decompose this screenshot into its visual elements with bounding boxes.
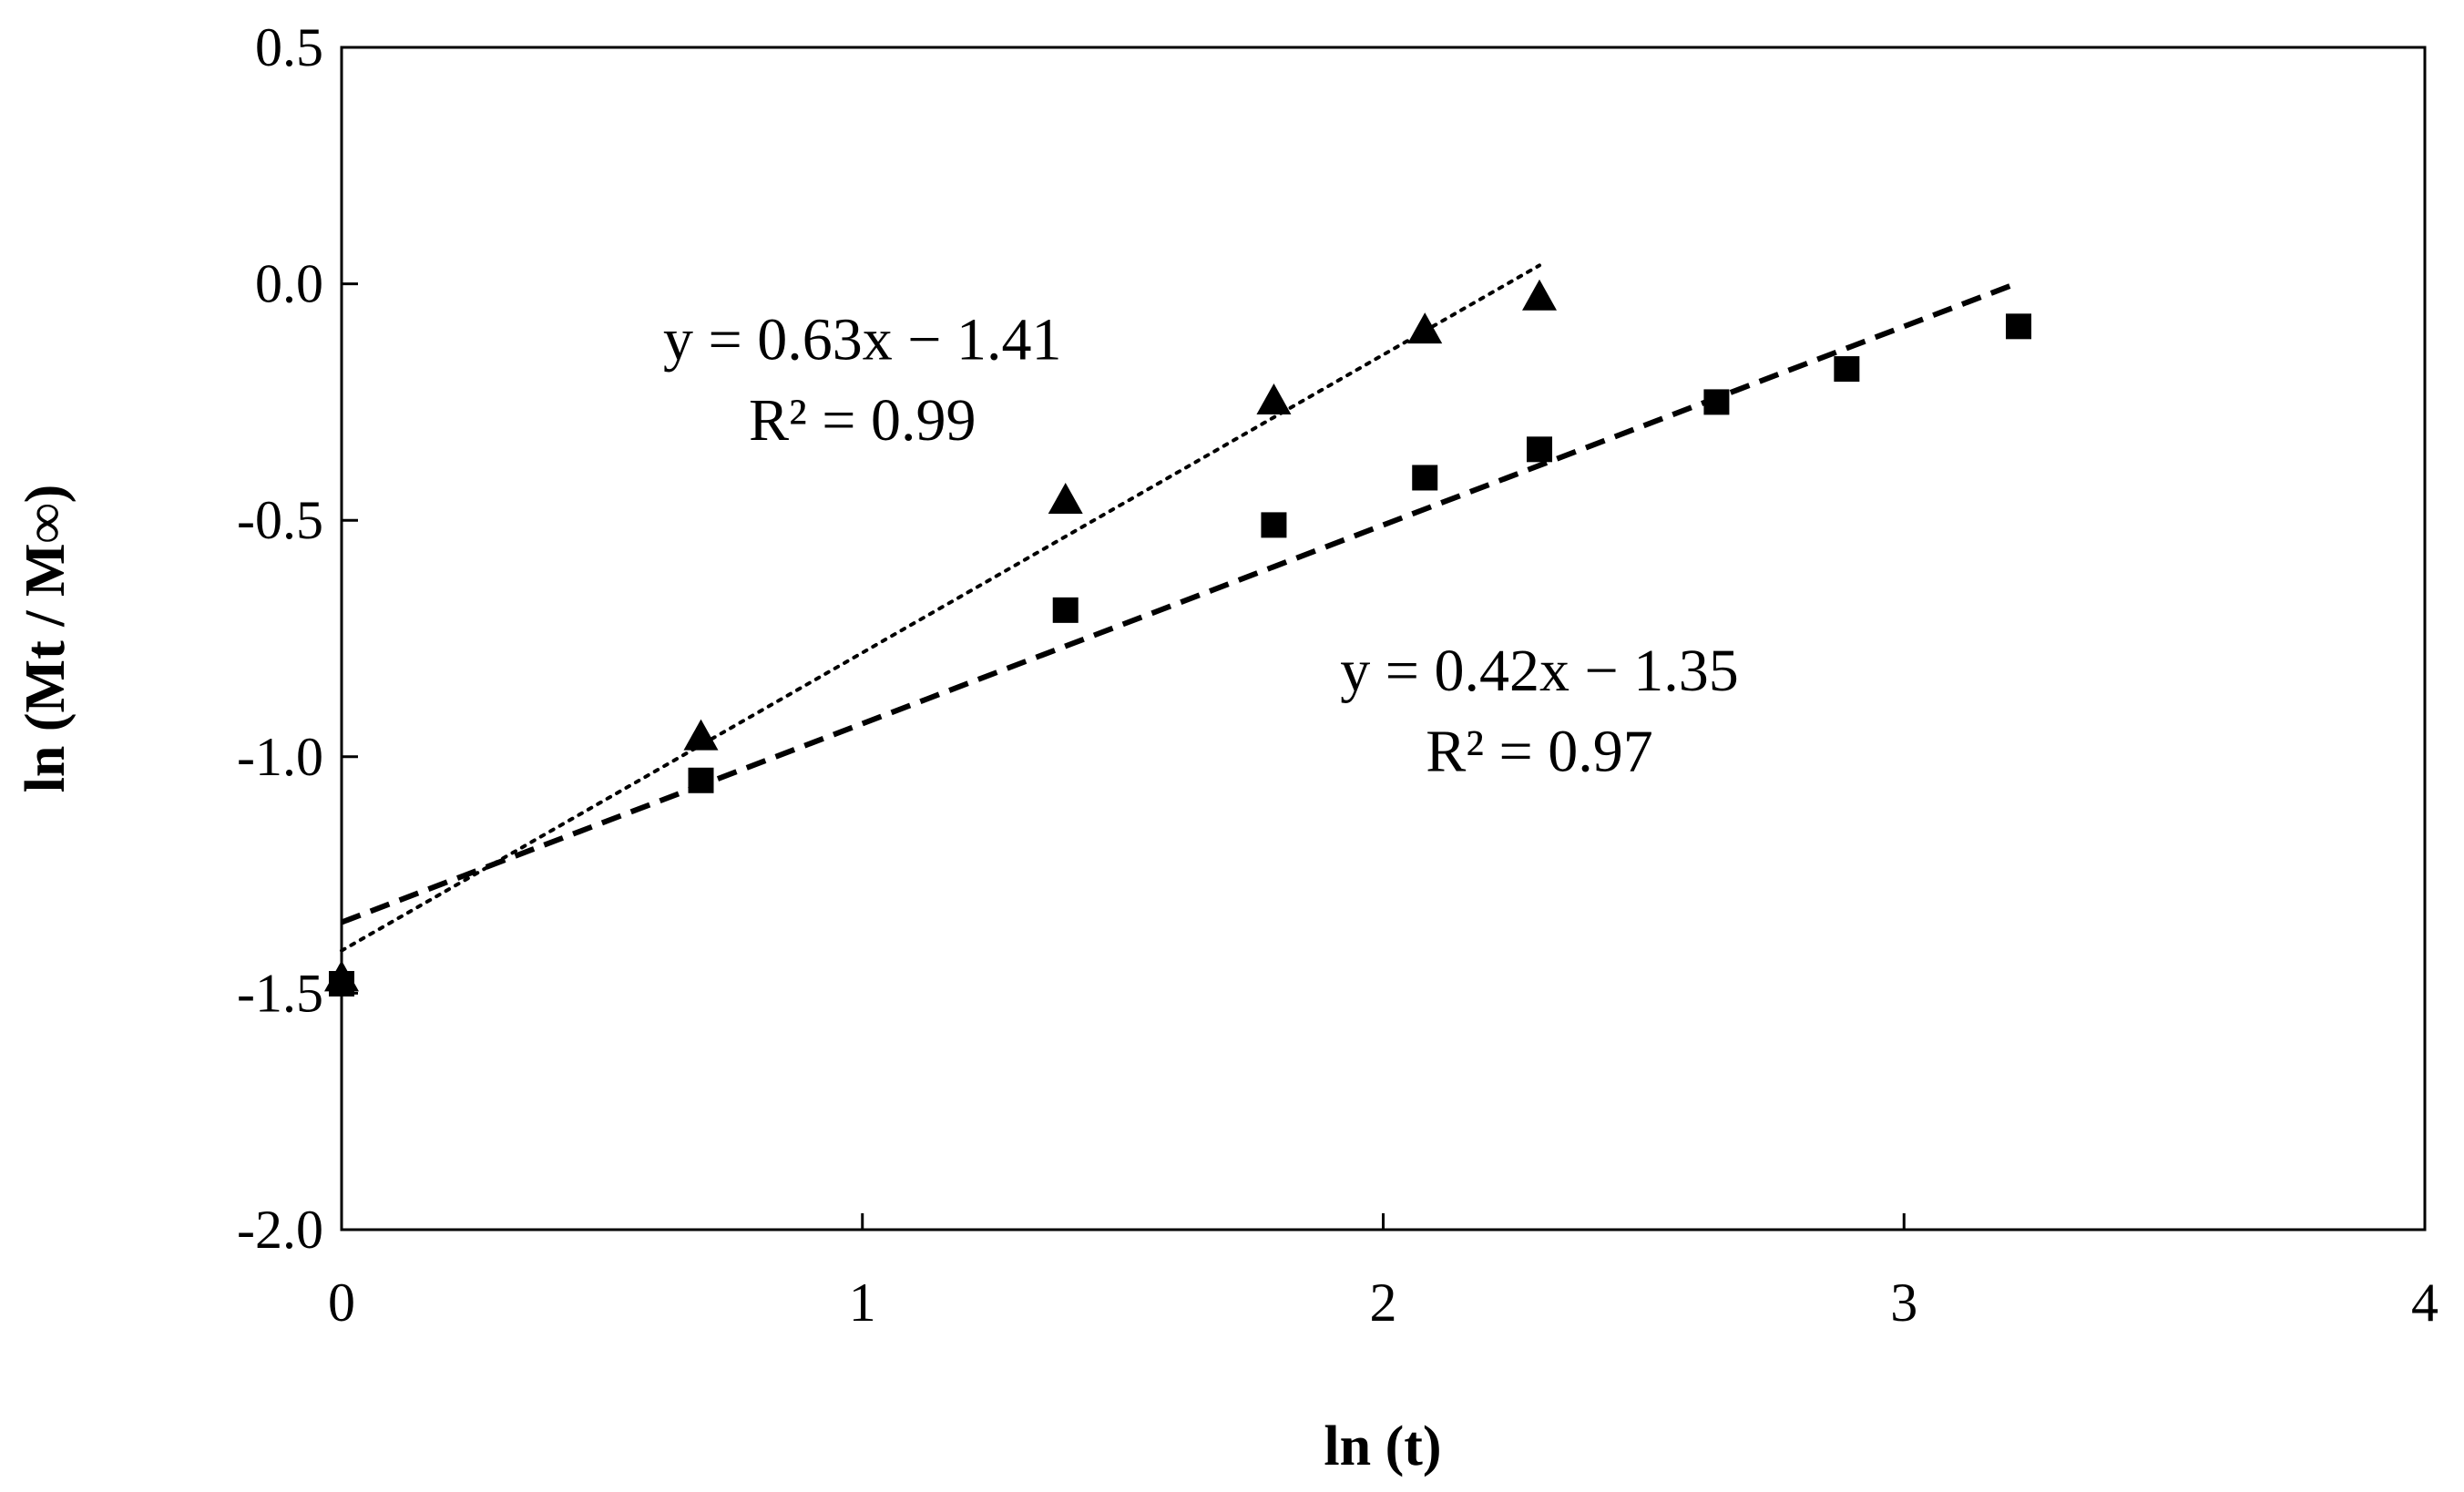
x-tick-label: 0 [328,1272,355,1333]
x-axis-ticks: 0 1 2 3 4 [328,1213,2438,1333]
y-axis-label: ln (Mt / M∞) [15,485,77,793]
series-2-points [329,313,2032,997]
x-tick-label: 3 [1890,1272,1917,1333]
y-tick-label: -0.5 [237,490,323,550]
x-tick-label: 2 [1370,1272,1397,1333]
annotations: y = 0.63x − 1.41 R² = 0.99 y = 0.42x − 1.3… [663,307,1739,785]
x-tick-label: 4 [2411,1272,2438,1333]
fit-line-2 [340,280,2020,925]
square-marker [1527,436,1553,463]
fit-lines [340,263,2020,953]
data-points [324,279,2032,997]
triangle-marker [1407,312,1443,344]
square-marker [1261,512,1287,538]
y-tick-label: -1.0 [237,727,323,787]
x-axis-label: ln (t) [1324,1415,1441,1477]
square-marker [329,971,354,997]
square-marker [2006,313,2032,340]
annotation-r2_1: R² = 0.99 [749,387,976,454]
y-tick-label: 0.0 [255,254,323,314]
square-marker [1834,356,1860,383]
square-marker [1412,465,1438,491]
square-marker [1052,597,1079,623]
annotation-eq1: y = 0.63x − 1.41 [663,307,1061,373]
square-marker [688,767,714,793]
y-tick-label: -1.5 [237,963,323,1023]
annotation-r2_2: R² = 0.97 [1426,718,1653,784]
y-axis-ticks: 0.5 0.0 -0.5 -1.0 -1.5 -2.0 [237,17,358,1260]
annotation-eq2: y = 0.42x − 1.35 [1340,638,1738,704]
triangle-marker [683,719,719,751]
fit-line-1 [340,263,1542,953]
triangle-marker [1522,279,1558,311]
y-tick-label: 0.5 [255,17,323,77]
square-marker [1703,389,1730,415]
x-tick-label: 1 [849,1272,876,1333]
triangle-marker [1256,383,1292,414]
triangle-marker [1048,483,1083,515]
y-tick-label: -2.0 [237,1200,323,1260]
